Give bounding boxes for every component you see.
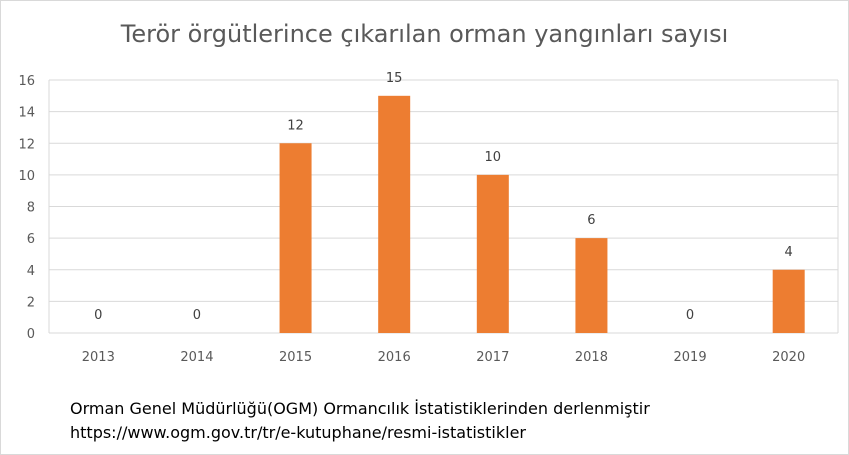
y-tick-label: 4 xyxy=(27,264,35,279)
bar-2016 xyxy=(378,95,411,333)
y-tick-label: 2 xyxy=(27,295,35,310)
y-tick-label: 6 xyxy=(27,232,35,247)
gridlines xyxy=(48,79,839,334)
bars xyxy=(279,95,805,333)
source-note: Orman Genel Müdürlüğü(OGM) Ormancılık İs… xyxy=(70,399,650,418)
y-tick-label: 14 xyxy=(18,106,35,121)
y-tick-label: 12 xyxy=(18,137,35,152)
y-tick-label: 8 xyxy=(27,201,35,216)
y-axis-ticks: 0 2 4 6 8 10 12 14 16 xyxy=(18,74,35,342)
x-tick-label: 2017 xyxy=(476,350,509,365)
y-tick-label: 0 xyxy=(27,327,35,342)
x-tick-label: 2013 xyxy=(82,350,115,365)
x-tick-label: 2015 xyxy=(279,350,312,365)
source-url: https://www.ogm.gov.tr/tr/e-kutuphane/re… xyxy=(70,423,526,442)
data-label-2017: 10 xyxy=(485,150,502,165)
data-label-2013: 0 xyxy=(94,308,102,323)
data-label-2014: 0 xyxy=(193,308,201,323)
data-label-2015: 12 xyxy=(287,118,304,133)
x-axis-ticks: 2013 2014 2015 2016 2017 2018 2019 2020 xyxy=(82,350,805,365)
bar-2015 xyxy=(279,143,312,333)
data-label-2019: 0 xyxy=(686,308,694,323)
x-tick-label: 2014 xyxy=(180,350,213,365)
x-tick-label: 2020 xyxy=(772,350,805,365)
bar-2020 xyxy=(772,269,805,333)
x-tick-label: 2018 xyxy=(575,350,608,365)
x-tick-label: 2019 xyxy=(674,350,707,365)
x-tick-label: 2016 xyxy=(378,350,411,365)
data-label-2020: 4 xyxy=(785,245,793,260)
bar-2018 xyxy=(575,238,608,333)
y-tick-label: 16 xyxy=(18,74,35,89)
y-tick-label: 10 xyxy=(18,169,35,184)
data-labels: 0 0 12 15 10 6 0 4 xyxy=(94,71,793,323)
data-label-2018: 6 xyxy=(587,213,595,228)
bar-2017 xyxy=(476,174,509,333)
chart-title: Terör örgütlerince çıkarılan orman yangı… xyxy=(120,20,729,48)
data-label-2016: 15 xyxy=(386,71,403,86)
